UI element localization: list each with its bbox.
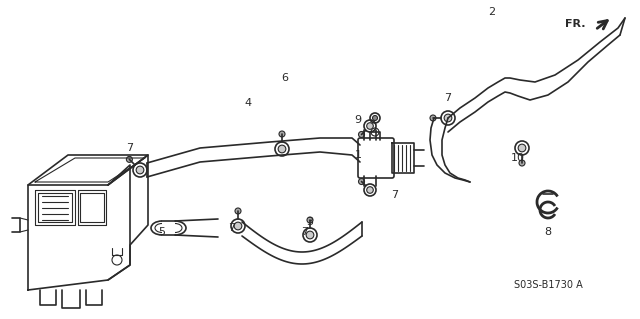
- Circle shape: [444, 114, 452, 122]
- Text: 7: 7: [444, 93, 452, 103]
- Text: 9: 9: [355, 115, 362, 125]
- Circle shape: [358, 179, 365, 184]
- Circle shape: [235, 208, 241, 214]
- Circle shape: [136, 166, 144, 174]
- Text: 4: 4: [244, 98, 252, 108]
- Text: 10: 10: [511, 153, 525, 163]
- Text: 1: 1: [355, 150, 362, 160]
- Circle shape: [367, 123, 373, 129]
- Text: 8: 8: [545, 227, 552, 237]
- Circle shape: [279, 131, 285, 137]
- Text: 6: 6: [282, 73, 289, 83]
- Circle shape: [358, 131, 365, 137]
- Circle shape: [430, 115, 436, 121]
- Text: 7: 7: [127, 143, 134, 153]
- Text: 7: 7: [228, 223, 236, 233]
- Text: 7: 7: [392, 190, 399, 200]
- Circle shape: [234, 222, 242, 230]
- Circle shape: [372, 115, 378, 121]
- Circle shape: [306, 231, 314, 239]
- Circle shape: [278, 145, 286, 153]
- Text: FR.: FR.: [564, 19, 585, 29]
- Circle shape: [307, 217, 313, 223]
- Text: 7: 7: [301, 227, 308, 237]
- Text: 2: 2: [488, 7, 495, 17]
- Circle shape: [518, 144, 526, 152]
- Text: S03S-B1730 A: S03S-B1730 A: [514, 280, 582, 290]
- Circle shape: [126, 156, 132, 162]
- Text: 3: 3: [307, 217, 314, 227]
- Circle shape: [367, 187, 373, 193]
- Text: 5: 5: [159, 227, 166, 237]
- Circle shape: [519, 160, 525, 166]
